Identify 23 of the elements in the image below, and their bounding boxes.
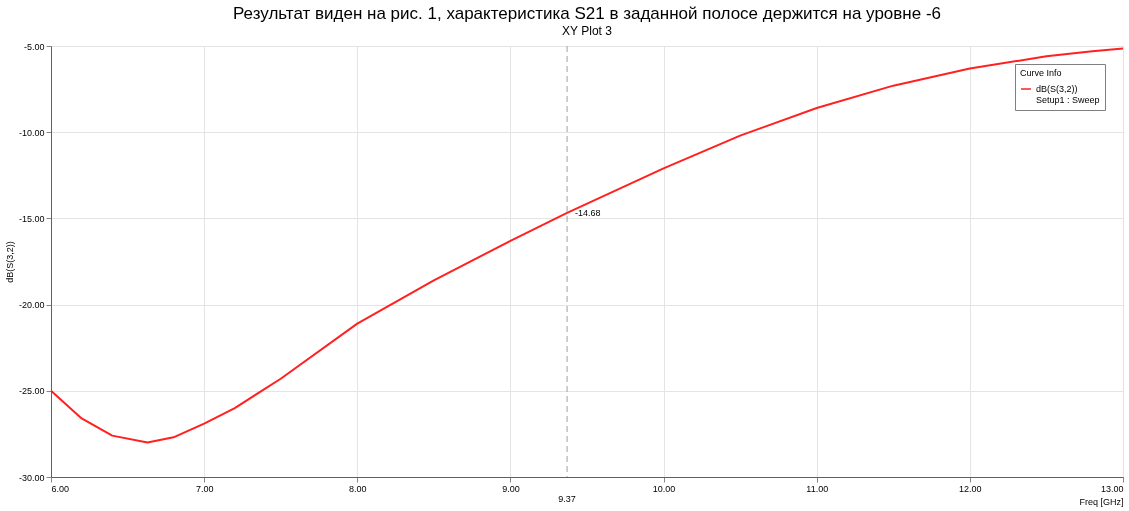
x-axis-title: Freq [GHz] xyxy=(1079,496,1124,507)
x-tick-label: 9.00 xyxy=(502,483,520,494)
ref-line-label: 9.37 xyxy=(558,494,576,504)
y-tick-label: -25.00 xyxy=(18,386,45,397)
y-tick-label: -20.00 xyxy=(18,300,45,311)
x-tick-label: 6.00 xyxy=(51,483,70,494)
x-tick-label: 12.00 xyxy=(959,483,982,494)
y-tick-label: -10.00 xyxy=(18,127,45,138)
annotation: Setup1 : Sweep xyxy=(1036,95,1100,105)
x-tick-label: 7.00 xyxy=(195,483,214,494)
x-tick-label: 13.00 xyxy=(1100,483,1124,494)
text: Результат виден на рис. 1, характеристика S21 в заданной полосе держится на уровне -6 xyxy=(232,4,942,23)
y-axis-title: dB(S(3,2)) xyxy=(4,241,15,283)
x-tick-label: 11.00 xyxy=(806,483,829,494)
y-tick-label: -30.00 xyxy=(18,472,45,483)
x-tick-label: 10.00 xyxy=(652,483,676,494)
annotation: -14.68 xyxy=(575,207,601,218)
x-tick-label: 8.00 xyxy=(349,483,367,494)
legend-label: dB(S(3,2)) xyxy=(1036,84,1078,94)
y-tick-label: -5.00 xyxy=(23,41,45,52)
chart-title: XY Plot 3 xyxy=(562,24,613,38)
y-tick-label: -15.00 xyxy=(18,213,45,224)
legend-title: Curve Info xyxy=(1020,68,1062,78)
